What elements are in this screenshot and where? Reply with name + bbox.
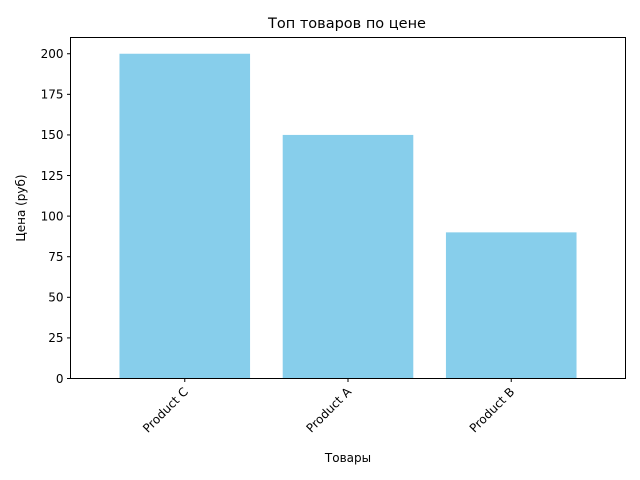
plot-frame [70,37,626,379]
y-tick-label: 125 [41,169,64,183]
y-tick-label: 50 [48,291,63,305]
bars-group [119,53,577,379]
x-axis: Product C Product A Product B [140,378,518,436]
x-tick-label: Product A [303,384,354,435]
x-tick-label: Product C [140,385,191,436]
x-axis-label: Товары [324,451,371,465]
y-axis: 0 25 50 75 100 125 150 175 200 [41,47,71,386]
bar-product-c [119,53,251,379]
y-tick-label: 175 [41,88,64,102]
y-tick-label: 0 [56,372,64,386]
x-tick-label: Product B [467,385,518,436]
y-tick-label: 75 [48,250,63,264]
y-axis-label: Цена (руб) [14,174,28,241]
chart-title: Топ товаров по цене [267,16,426,32]
bar-product-b [445,232,577,379]
bar-product-a [282,134,414,379]
y-tick-label: 150 [41,128,64,142]
y-tick-label: 25 [48,331,63,345]
y-tick-label: 200 [41,47,64,61]
y-tick-label: 100 [41,209,64,223]
